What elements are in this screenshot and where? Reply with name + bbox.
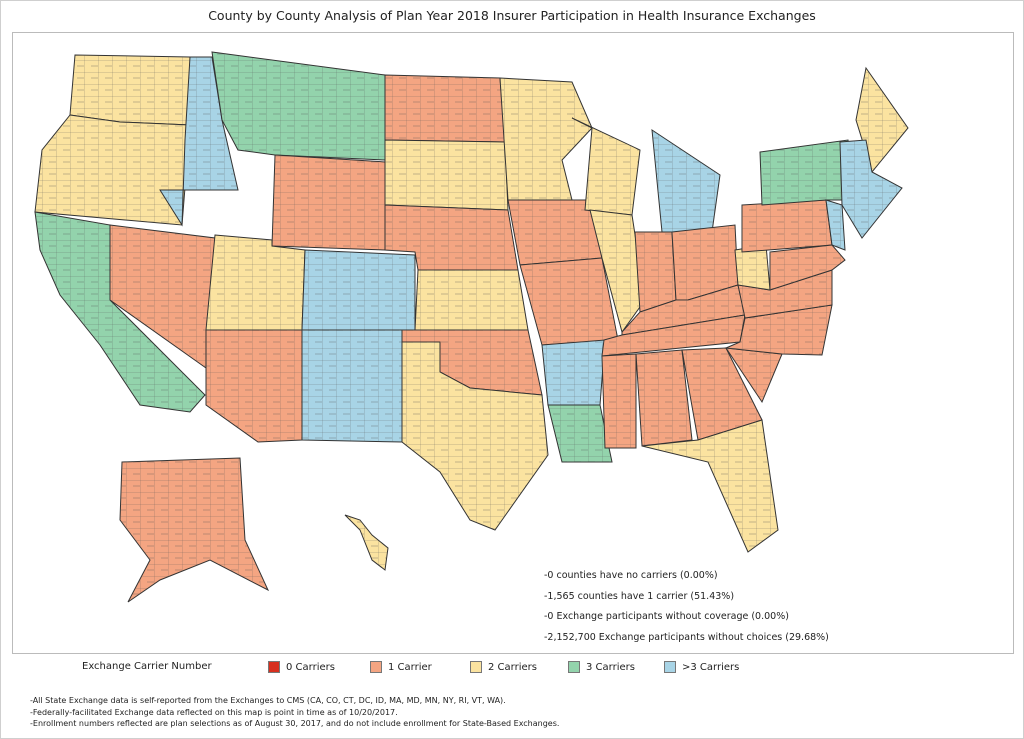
county-lines	[602, 315, 745, 356]
county-lines	[35, 115, 190, 225]
county-lines	[760, 140, 858, 205]
stat-without-coverage: -0 Exchange participants without coverag…	[544, 611, 789, 622]
county-lines	[590, 210, 645, 332]
county-lines	[738, 270, 832, 318]
legend-label: 2 Carriers	[488, 661, 537, 673]
county-lines	[548, 405, 612, 462]
county-lines	[622, 285, 745, 335]
county-lines	[206, 235, 305, 330]
legend-item-2-carriers: 2 Carriers	[470, 661, 537, 673]
legend-label: 0 Carriers	[286, 661, 335, 673]
map-panel	[12, 32, 1014, 654]
footnotes: -All State Exchange data is self-reporte…	[30, 695, 559, 730]
county-lines	[110, 225, 215, 368]
swatch-3	[568, 661, 580, 673]
swatch-4	[664, 661, 676, 673]
county-lines	[856, 68, 908, 172]
county-lines	[726, 348, 782, 402]
footnote: -All State Exchange data is self-reporte…	[30, 696, 506, 705]
county-lines	[70, 55, 190, 125]
county-lines	[840, 140, 902, 238]
summary-stats: -0 counties have no carriers (0.00%) -1,…	[544, 566, 829, 648]
county-lines	[272, 155, 385, 250]
county-lines	[206, 330, 302, 442]
swatch-1	[370, 661, 382, 673]
county-lines	[572, 118, 640, 215]
county-lines	[35, 212, 205, 412]
county-lines	[742, 200, 832, 252]
legend-item-3-carriers: 3 Carriers	[568, 661, 635, 673]
county-lines	[636, 350, 692, 446]
county-lines	[635, 232, 676, 312]
legend-item-more-carriers: >3 Carriers	[664, 661, 739, 673]
county-lines	[508, 200, 602, 265]
stat-one-carrier: -1,565 counties have 1 carrier (51.43%)	[544, 590, 735, 602]
county-lines	[726, 305, 832, 355]
county-lines	[402, 342, 548, 530]
legend-item-1-carrier: 1 Carrier	[370, 661, 432, 673]
county-lines	[302, 250, 415, 330]
county-lines	[212, 52, 385, 160]
legend-label: 3 Carriers	[586, 661, 635, 673]
swatch-2	[470, 661, 482, 673]
county-lines	[602, 354, 636, 448]
county-lines	[120, 458, 268, 602]
footnote: -Enrollment numbers reflected are plan s…	[30, 719, 560, 728]
county-lines	[385, 75, 505, 142]
county-lines	[652, 130, 720, 232]
county-lines	[735, 245, 770, 290]
county-lines	[770, 245, 845, 290]
county-lines	[682, 348, 762, 440]
swatch-0	[268, 661, 280, 673]
legend-title: Exchange Carrier Number	[82, 661, 212, 672]
county-lines	[542, 340, 605, 405]
stat-without-choices: -2,152,700 Exchange participants without…	[544, 631, 829, 643]
county-lines	[520, 258, 618, 345]
legend-item-0-carriers: 0 Carriers	[268, 661, 335, 673]
county-lines	[385, 140, 508, 210]
legend: Exchange Carrier Number 0 Carriers 1 Car…	[0, 661, 1024, 675]
county-lines	[402, 330, 542, 395]
map-title: County by County Analysis of Plan Year 2…	[208, 8, 816, 23]
county-lines	[642, 420, 778, 552]
county-lines	[500, 78, 592, 200]
county-lines	[302, 330, 402, 442]
legend-label: >3 Carriers	[682, 661, 740, 673]
footnote: -Federally-facilitated Exchange data ref…	[30, 707, 398, 717]
county-lines	[415, 270, 528, 330]
stat-no-carriers: -0 counties have no carriers (0.00%)	[544, 570, 718, 581]
legend-label: 1 Carrier	[388, 661, 432, 673]
county-lines	[672, 225, 738, 300]
county-lines	[345, 515, 388, 570]
county-lines	[385, 205, 518, 270]
county-lines	[826, 200, 845, 250]
